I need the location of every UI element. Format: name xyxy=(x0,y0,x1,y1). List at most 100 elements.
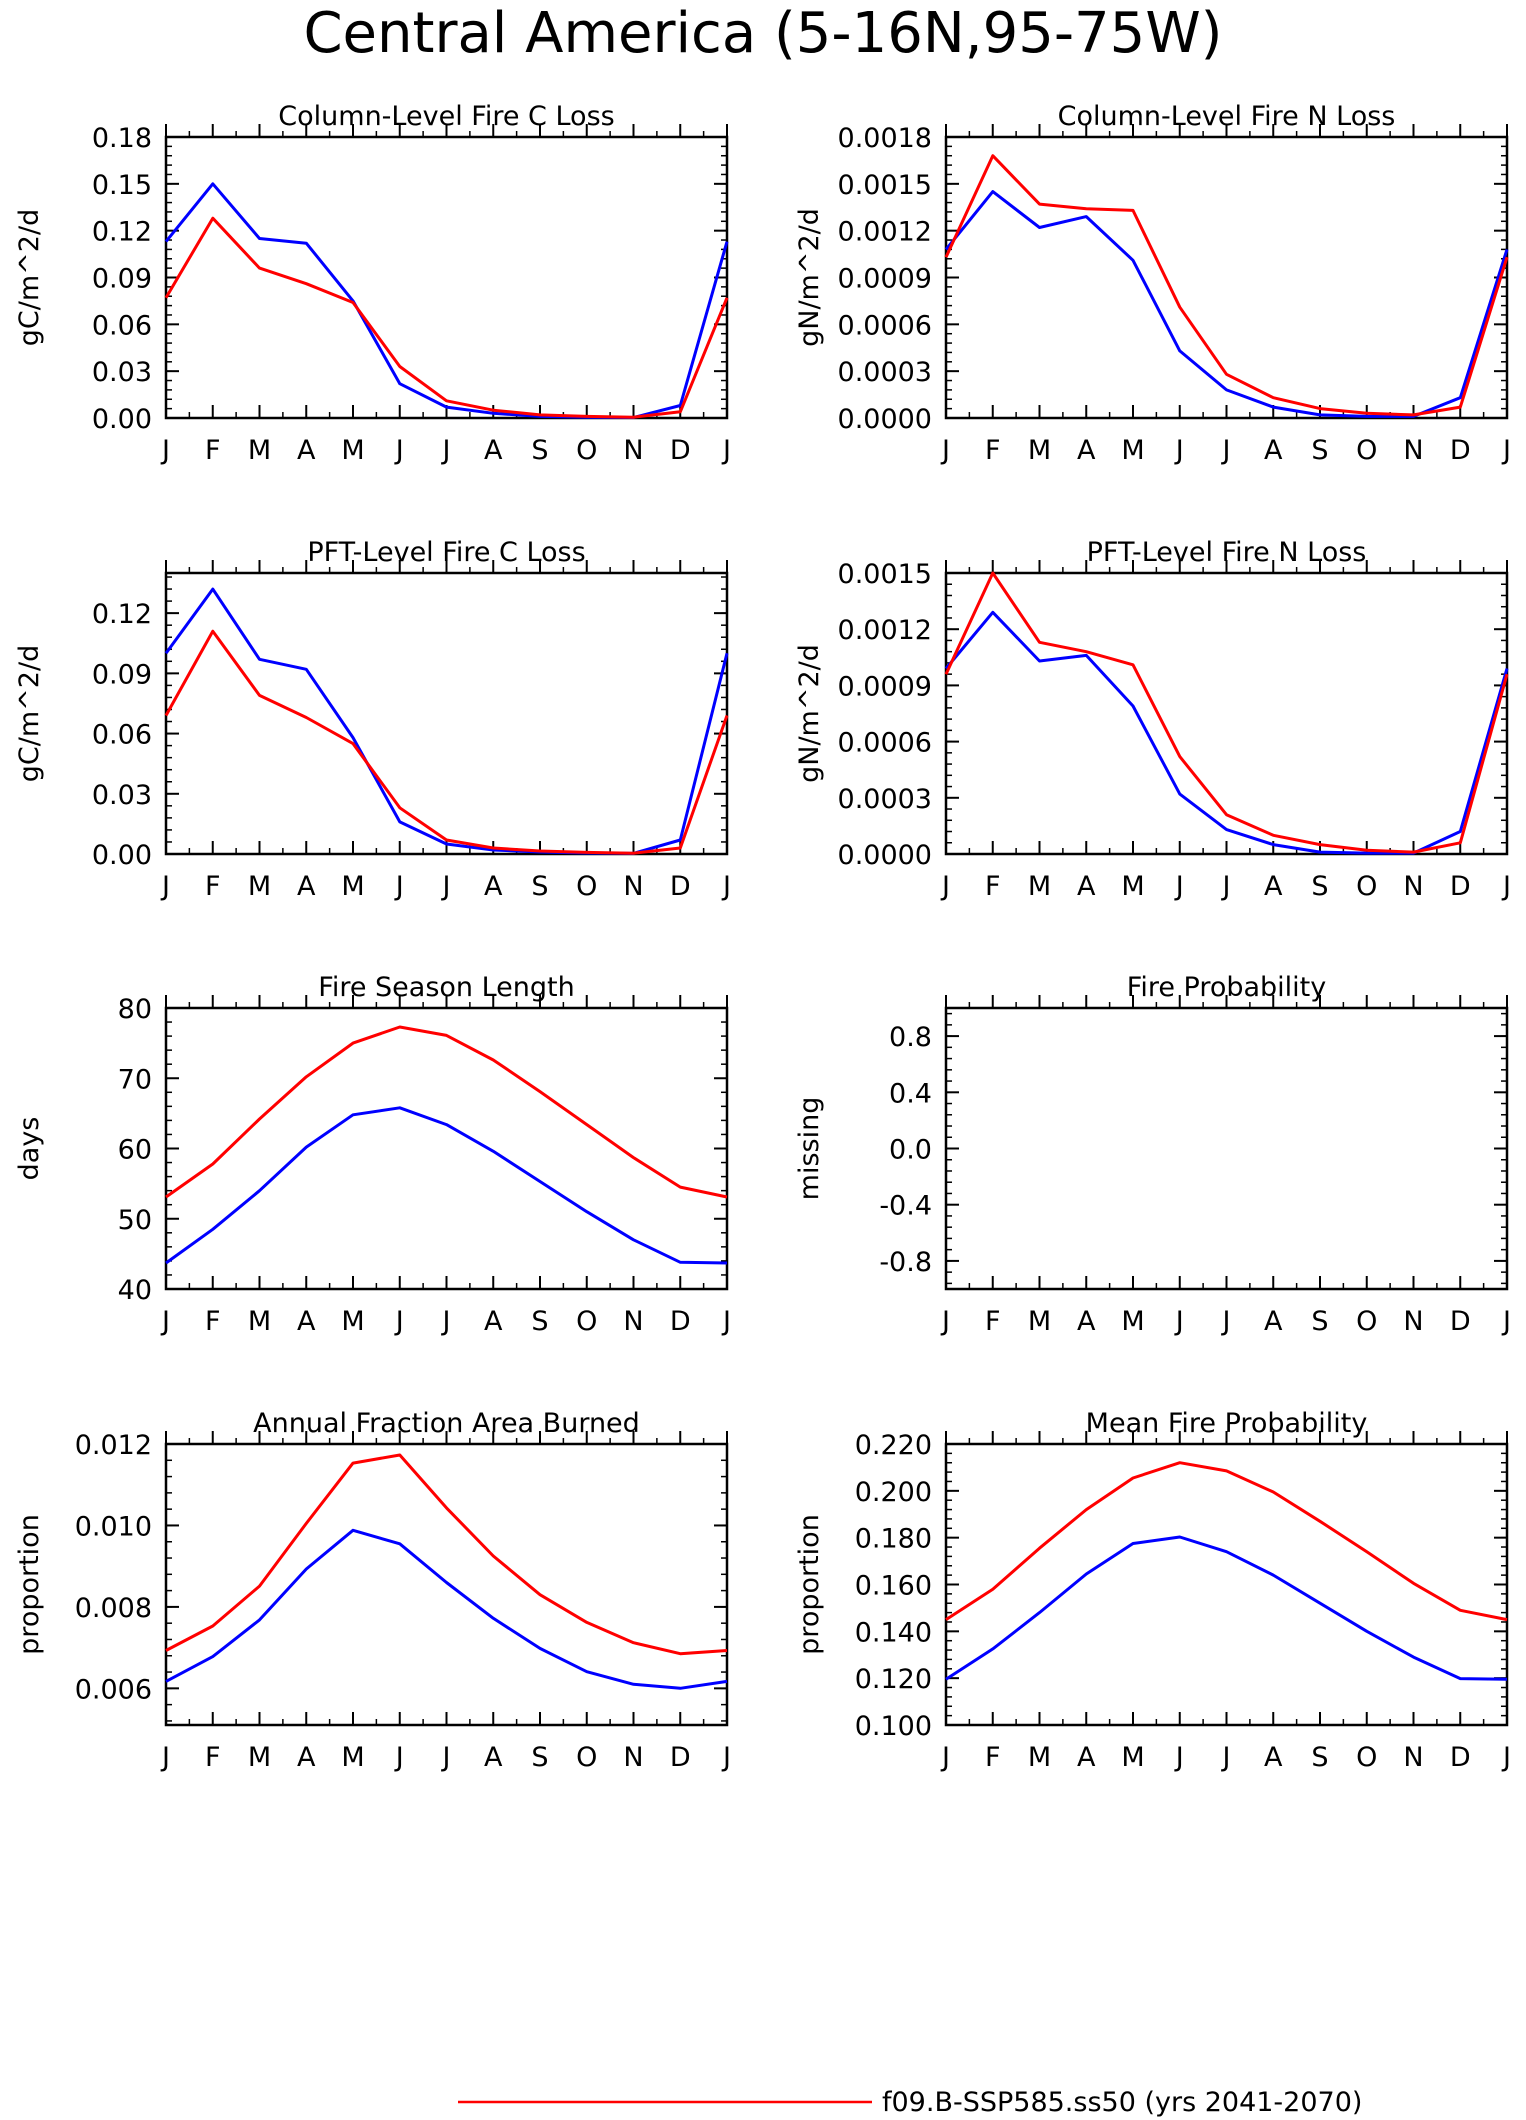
x-tick-label: M xyxy=(1028,871,1051,902)
y-tick-label: 0.18 xyxy=(92,123,152,154)
x-tick-label: D xyxy=(670,1306,691,1337)
x-tick-label: J xyxy=(394,435,404,466)
x-tick-label: O xyxy=(576,1742,597,1773)
x-tick-label: N xyxy=(623,1742,643,1773)
y-tick-label: 0.4 xyxy=(889,1078,932,1109)
y-tick-label: 0.0015 xyxy=(838,559,932,590)
x-tick-label: M xyxy=(341,1306,364,1337)
y-tick-label: 0.0 xyxy=(889,1135,932,1166)
x-tick-label: N xyxy=(623,871,643,902)
plot-frame xyxy=(944,571,1509,856)
y-tick-label: 0.100 xyxy=(855,1711,932,1742)
figure-title: Central America (5-16N,95-75W) xyxy=(303,1,1222,66)
x-tick-label: M xyxy=(341,871,364,902)
x-tick-label: M xyxy=(1121,871,1144,902)
y-tick-label: 0.0012 xyxy=(838,217,932,248)
y-tick-label: 0.0009 xyxy=(838,671,932,702)
series-line-1 xyxy=(165,1106,728,1265)
y-tick-label: 0.0009 xyxy=(838,264,932,295)
x-tick-label: F xyxy=(985,435,1001,466)
x-tick-label: M xyxy=(1121,1306,1144,1337)
chart-title: Annual Fraction Area Burned xyxy=(253,1408,640,1439)
plot-frame xyxy=(164,571,729,856)
series-line-2 xyxy=(165,1453,728,1656)
y-axis-label: days xyxy=(14,1117,45,1181)
x-tick-label: J xyxy=(1221,1742,1231,1773)
y-tick-label: 0.06 xyxy=(92,310,152,341)
x-tick-label: O xyxy=(1356,435,1377,466)
x-tick-label: F xyxy=(985,1306,1001,1337)
x-tick-label: S xyxy=(531,1742,548,1773)
x-tick-label: N xyxy=(1403,1742,1423,1773)
x-tick-label: J xyxy=(1221,1306,1231,1337)
x-tick-label: A xyxy=(297,1306,316,1337)
y-tick-label: 0.0018 xyxy=(838,123,932,154)
y-tick-label: 50 xyxy=(118,1205,152,1236)
x-tick-label: M xyxy=(248,1306,271,1337)
x-tick-label: J xyxy=(721,435,731,466)
x-tick-label: O xyxy=(1356,1306,1377,1337)
x-tick-label: A xyxy=(297,1742,316,1773)
x-tick-label: N xyxy=(1403,435,1423,466)
series-line-2 xyxy=(164,629,729,855)
plot-frame xyxy=(944,1006,1509,1291)
x-tick-label: J xyxy=(160,1742,170,1773)
y-tick-label: -0.4 xyxy=(879,1191,932,1222)
y-axis-label: gN/m^2/d xyxy=(794,644,825,783)
x-tick-label: M xyxy=(1121,1742,1144,1773)
x-tick-label: M xyxy=(1028,435,1051,466)
chart-panel-8: J F M A M J J A S O N D J0.1000.1200.1400.1600.1800.… xyxy=(794,1408,1511,1773)
x-tick-label: D xyxy=(1450,871,1471,902)
chart-title: Fire Season Length xyxy=(318,972,574,1003)
x-tick-label: J xyxy=(1174,871,1184,902)
x-tick-label: D xyxy=(1450,1306,1471,1337)
series-line-2 xyxy=(944,571,1509,854)
x-tick-label: S xyxy=(1311,1306,1328,1337)
x-tick-label: J xyxy=(160,1306,170,1337)
chart-panel-1: J F M A M J J A S O N D J0.000.030.060.090.120.150.1… xyxy=(14,101,731,466)
x-tick-label: J xyxy=(1501,1742,1511,1773)
x-tick-label: D xyxy=(670,435,691,466)
x-tick-label: J xyxy=(441,871,451,902)
y-tick-label: 0.12 xyxy=(92,217,152,248)
x-tick-label: J xyxy=(394,1306,404,1337)
y-tick-label: 0.12 xyxy=(92,599,152,630)
x-tick-label: F xyxy=(205,871,221,902)
x-tick-label: J xyxy=(160,435,170,466)
x-tick-label: O xyxy=(1356,871,1377,902)
chart-panel-3: J F M A M J J A S O N D J0.000.030.060.090.12PFT-Lev… xyxy=(14,537,731,902)
x-tick-label: O xyxy=(576,871,597,902)
series-line-2 xyxy=(945,1461,1508,1622)
x-tick-label: O xyxy=(1356,1742,1377,1773)
y-tick-label: 60 xyxy=(118,1135,152,1166)
y-tick-label: 0.09 xyxy=(92,659,152,690)
series-line-2 xyxy=(944,154,1509,417)
x-tick-label: J xyxy=(441,1742,451,1773)
y-axis-label: proportion xyxy=(14,1514,45,1655)
chart-panel-7: J F M A M J J A S O N D J0.0060.0080.0100.012Annual … xyxy=(14,1408,731,1773)
x-tick-label: M xyxy=(248,871,271,902)
series-line-1 xyxy=(164,182,729,419)
series-line-1 xyxy=(164,587,729,855)
y-tick-label: 0.006 xyxy=(75,1674,152,1705)
x-tick-label: S xyxy=(531,871,548,902)
x-tick-label: D xyxy=(1450,435,1471,466)
y-tick-label: 0.220 xyxy=(855,1430,932,1461)
chart-title: Fire Probability xyxy=(1127,972,1327,1003)
series-line-1 xyxy=(944,610,1509,855)
x-tick-label: O xyxy=(576,1306,597,1337)
y-tick-label: 0.0006 xyxy=(838,728,932,759)
y-tick-label: 0.120 xyxy=(855,1664,932,1695)
x-tick-label: S xyxy=(531,435,548,466)
x-tick-label: J xyxy=(1174,435,1184,466)
chart-title: PFT-Level Fire C Loss xyxy=(307,537,585,568)
series-line-2 xyxy=(164,216,729,419)
y-axis-label: gN/m^2/d xyxy=(794,208,825,347)
x-tick-label: F xyxy=(205,1306,221,1337)
legend: f09.B-SSP585.ss50 (yrs 2041-2070) xyxy=(458,2087,1362,2118)
x-tick-label: M xyxy=(248,435,271,466)
panels-container: J F M A M J J A S O N D J0.000.030.060.090.120.150.1… xyxy=(14,101,1511,1773)
x-tick-label: J xyxy=(1501,435,1511,466)
x-tick-label: A xyxy=(484,871,503,902)
